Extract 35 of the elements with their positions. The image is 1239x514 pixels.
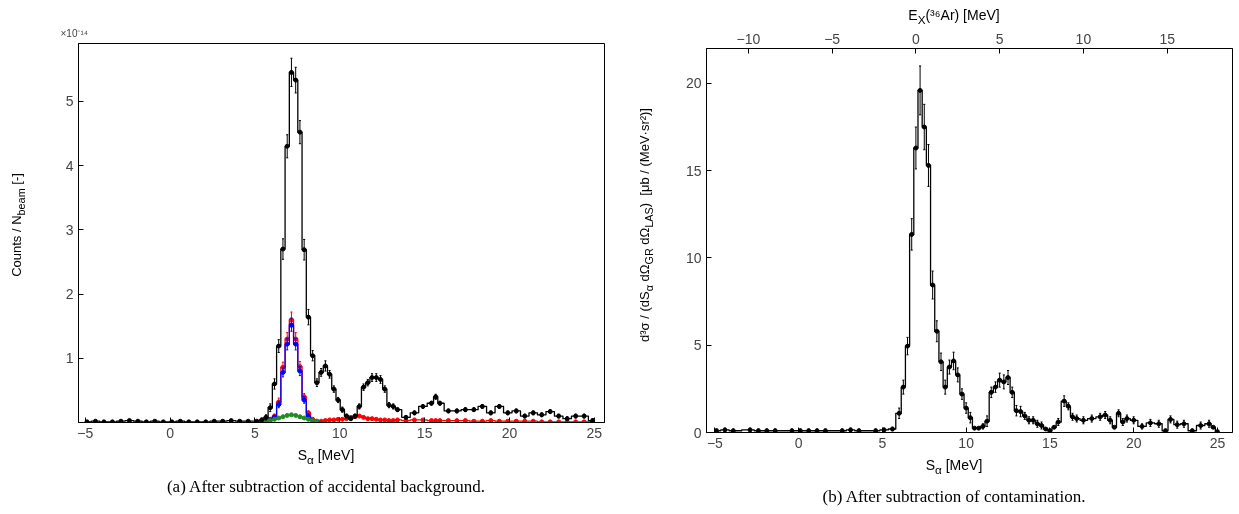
- x-tick-label: 10: [332, 424, 348, 441]
- text: (a) After subtraction of accidental background.: [165, 476, 487, 498]
- y-tick-label: 5: [65, 93, 74, 110]
- x2-tick-label: 10: [1075, 30, 1092, 47]
- x-tick-label: 0: [166, 424, 175, 441]
- x2-tick-label: −5: [824, 30, 841, 47]
- x-tick-label: 25: [586, 424, 603, 441]
- y-tick-label: 2: [65, 286, 74, 303]
- y-tick-label: 4: [65, 157, 74, 174]
- x-tick-label: 0: [794, 434, 803, 451]
- y-tick-label: 15: [685, 162, 702, 179]
- y-tick-label: 1: [65, 350, 74, 367]
- text: ×10⁻¹⁴: [60, 27, 89, 39]
- x-tick-label: 20: [501, 424, 518, 441]
- y-tick-label: 3: [65, 221, 74, 238]
- x-axis-title: S$_{α}$ [MeV]: [296, 446, 356, 468]
- x2-tick-label: 0: [912, 30, 920, 47]
- x-tick-label: 20: [1125, 434, 1142, 451]
- x2-tick-label: 5: [995, 30, 1004, 47]
- x-tick-label: 15: [1042, 434, 1058, 451]
- x2-tick-label: −10: [736, 30, 761, 47]
- x-tick-label: 15: [416, 424, 433, 441]
- x-tick-label: 5: [878, 434, 887, 451]
- y-tick-label: 10: [685, 249, 702, 266]
- text: (b) After subtraction of contamination.: [821, 486, 1087, 508]
- y-tick-label: 20: [685, 75, 702, 92]
- x-axis-title: S$_{α}$ [MeV]: [924, 456, 984, 478]
- x-tick-label: 5: [251, 424, 260, 441]
- x-tick-label: −5: [706, 434, 724, 451]
- x-tick-label: 25: [1209, 434, 1226, 451]
- x-tick-label: 10: [958, 434, 975, 451]
- x2-axis-title: E$_{X}$(³⁶Ar) [MeV]: [907, 6, 1001, 28]
- y-tick-label: 5: [693, 337, 702, 354]
- x2-tick-label: 15: [1159, 30, 1176, 47]
- x-tick-label: −5: [77, 424, 94, 441]
